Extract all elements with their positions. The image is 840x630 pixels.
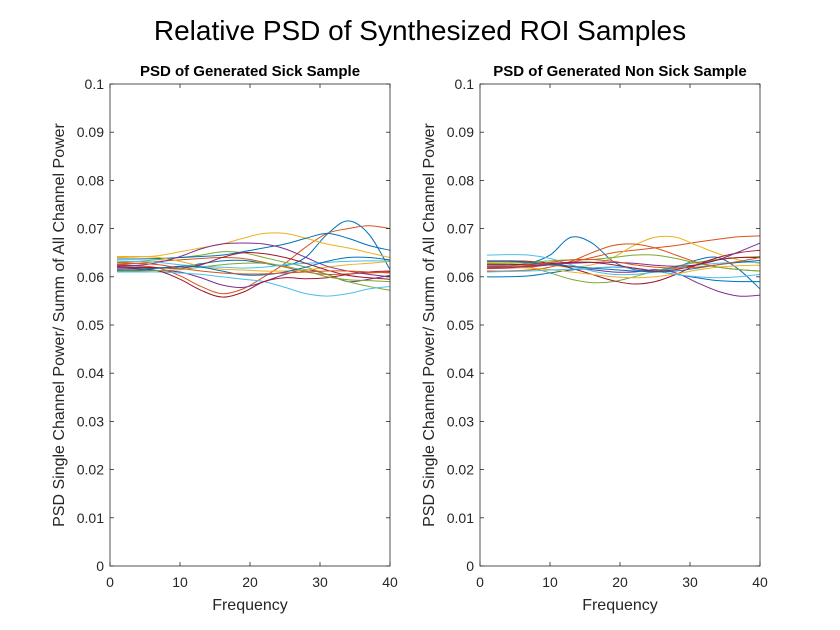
y-tick-label: 0.05 [447,317,474,333]
series-group [486,235,760,297]
y-tick-label: 0 [466,558,474,574]
x-tick-label: 0 [106,574,114,590]
y-tick-label: 0.09 [447,124,474,140]
series-line-15 [116,256,390,276]
x-axis-label: Frequency [212,597,288,614]
y-tick-label: 0.01 [447,510,474,526]
series-line-14 [486,256,760,272]
y-axis-label: PSD Single Channel Power/ Summ of All Ch… [51,122,68,526]
y-tick-label: 0.08 [447,172,474,188]
y-tick-label: 0.1 [85,76,105,92]
figure-title: Relative PSD of Synthesized ROI Samples [154,15,686,46]
x-tick-label: 30 [682,574,698,590]
series-line-6 [116,271,390,297]
x-tick-label: 10 [542,574,558,590]
series-line-7 [486,249,760,285]
series-line-16 [116,262,390,275]
x-tick-label: 10 [172,574,188,590]
series-line-13 [116,260,390,269]
series-line-9 [116,257,390,275]
series-line-5 [486,256,760,284]
y-tick-label: 0.04 [77,365,104,381]
axes-title: PSD of Generated Sick Sample [140,63,360,80]
non-sick-sample-panel: 0 0.01 0.02 0.03 0.04 0.05 0.06 0.07 0.08 0.09 0.1… [421,63,768,614]
y-tick-label: 0.01 [77,510,104,526]
x-tick-label: 0 [476,574,484,590]
y-tick-label: 0.06 [447,269,474,285]
y-tick-label: 0.02 [77,462,104,478]
series-line-5 [116,251,390,291]
series-line-3 [486,235,760,268]
series-group [116,220,390,298]
y-tick-label: 0.09 [77,124,104,140]
plot-area [110,84,390,566]
x-tick-label: 40 [382,574,398,590]
y-tick-label: 0.02 [447,462,474,478]
x-tick-label: 40 [752,574,768,590]
y-tick-label: 0.03 [77,413,104,429]
y-axis-label: PSD Single Channel Power/ Summ of All Ch… [421,122,438,526]
y-tick-label: 0.07 [77,221,104,237]
x-tick-label: 20 [612,574,628,590]
series-line-12 [116,262,390,283]
series-line-8 [116,232,390,260]
x-tick-label: 30 [312,574,328,590]
y-tick-label: 0.05 [77,317,104,333]
axes-title: PSD of Generated Non Sick Sample [493,63,746,80]
series-line-10 [116,255,390,272]
y-tick-label: 0.06 [77,269,104,285]
series-line-16 [486,257,760,269]
plot-area [480,84,760,566]
series-line-13 [486,266,760,279]
series-line-3 [116,232,390,259]
y-tick-label: 0.07 [447,221,474,237]
y-tick-label: 0.08 [77,172,104,188]
y-tick-label: 0.1 [455,76,475,92]
sick-sample-panel: 0 0.01 0.02 0.03 0.04 0.05 0.06 0.07 0.08 0.09 0.1… [51,63,398,614]
x-tick-label: 20 [242,574,258,590]
series-line-2 [116,225,390,295]
y-tick-label: 0 [96,558,104,574]
x-axis-label: Frequency [582,597,658,614]
y-tick-label: 0.04 [447,365,474,381]
y-tick-label: 0.03 [447,413,474,429]
series-line-6 [486,254,760,276]
